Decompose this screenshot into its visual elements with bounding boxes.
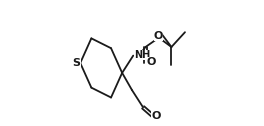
Text: O: O — [146, 57, 155, 67]
Text: O: O — [154, 31, 163, 41]
Text: S: S — [73, 58, 81, 68]
Text: O: O — [151, 111, 161, 121]
Text: NH: NH — [134, 50, 150, 60]
